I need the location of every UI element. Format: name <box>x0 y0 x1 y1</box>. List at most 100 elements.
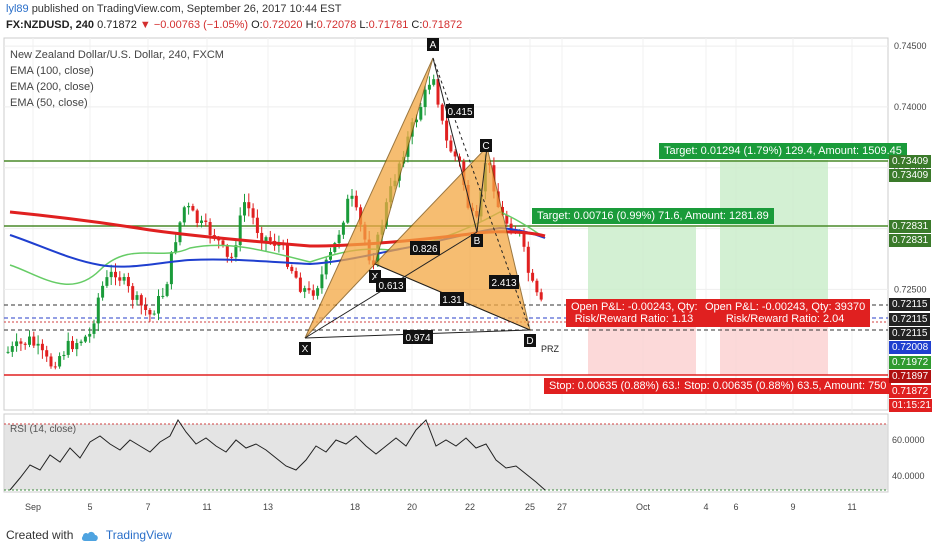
candle-body <box>36 343 40 346</box>
svg-text:0.415: 0.415 <box>447 107 472 118</box>
price-tick-label: 0.74000 <box>894 102 927 112</box>
svg-text:X: X <box>302 344 309 355</box>
time-tick-label: 27 <box>557 502 567 512</box>
svg-text:0.826: 0.826 <box>412 244 437 255</box>
price-tag-stop: 0.71897 <box>889 370 932 383</box>
legend-ema50[interactable]: EMA (50, close) <box>10 97 88 109</box>
candle-body <box>79 341 83 344</box>
candle-body <box>251 208 255 218</box>
candle-body <box>92 323 96 334</box>
ratio-0415: 0.415 <box>446 104 474 118</box>
price-change: −0.00763 (−1.05%) <box>153 19 249 31</box>
time-tick-label: Sep <box>25 502 41 512</box>
last-price: 0.71872 <box>97 19 137 31</box>
candle-body <box>122 276 126 281</box>
target-zone-1 <box>588 227 696 305</box>
point-b[interactable]: B <box>471 234 483 247</box>
rsi-tick-40: 40.0000 <box>892 471 925 481</box>
point-c[interactable]: C <box>480 139 492 152</box>
time-tick-label: 6 <box>733 502 738 512</box>
candle-body <box>174 242 178 253</box>
price-tag-ema50: 0.71972 <box>889 356 932 369</box>
candle-body <box>440 104 444 121</box>
ratio-2413: 2.413 <box>489 275 519 289</box>
ratio-0974: 0.974 <box>403 330 433 344</box>
time-tick-label: 5 <box>87 502 92 512</box>
svg-text:C: C <box>482 141 489 152</box>
svg-text:A: A <box>430 40 437 51</box>
countdown-timer: 01:15:21 <box>889 399 932 412</box>
ratio-131: 1.31 <box>440 292 464 306</box>
candle-body <box>32 336 36 346</box>
candle-body <box>161 295 165 297</box>
chart-header: lyl89 published on TradingView.com, Sept… <box>0 0 932 38</box>
tradingview-link[interactable]: TradingView <box>105 528 172 542</box>
candle-body <box>268 237 272 241</box>
stop-flag-2[interactable]: Stop: 0.00635 (0.88%) 63.5, Amount: 750 <box>679 378 892 394</box>
candle-body <box>445 120 449 141</box>
legend-ema200[interactable]: EMA (200, close) <box>10 81 94 93</box>
author-link[interactable]: lyl89 <box>6 3 29 15</box>
candle-body <box>354 195 358 208</box>
open-label: O: <box>251 19 263 31</box>
down-arrow-icon: ▼ <box>139 19 151 31</box>
point-a[interactable]: A <box>427 38 439 51</box>
time-tick-label: 11 <box>202 502 211 512</box>
indicator-legend: New Zealand Dollar/U.S. Dollar, 240, FXC… <box>10 47 224 111</box>
candle-body <box>195 210 199 224</box>
price-chart[interactable]: X A B C D X 0.415 0.826 0.613 1.31 2.413… <box>0 0 932 518</box>
symbol-label: FX:NZDUSD, 240 <box>6 19 95 31</box>
price-tag-target2b: 0.73409 <box>889 169 932 182</box>
candle-body <box>71 340 74 350</box>
pnl-flag-1[interactable]: Open P&L: -0.00243, Qty: 39 Risk/Reward … <box>566 299 702 327</box>
candle-body <box>83 336 87 342</box>
legend-title: New Zealand Dollar/U.S. Dollar, 240, FXC… <box>10 49 224 61</box>
point-d[interactable]: D <box>524 334 536 347</box>
candle-body <box>419 107 423 120</box>
candle-body <box>260 232 264 243</box>
price-tag-entry-c: 0.72115 <box>889 327 931 340</box>
candle-body <box>290 266 294 272</box>
candle-body <box>324 259 328 275</box>
candle-body <box>225 245 229 257</box>
candle-body <box>264 237 268 243</box>
price-tag-ema100: 0.72008 <box>889 341 932 354</box>
time-tick-label: 7 <box>145 502 150 512</box>
legend-ema100[interactable]: EMA (100, close) <box>10 65 94 77</box>
candle-body <box>75 343 79 350</box>
time-tick-label: 18 <box>350 502 360 512</box>
time-tick-label: 20 <box>407 502 417 512</box>
pattern-bc <box>476 146 488 233</box>
candle-body <box>204 220 208 222</box>
candle-body <box>58 356 62 367</box>
candle-body <box>311 290 315 296</box>
candle-body <box>88 333 92 337</box>
target-flag-1[interactable]: Target: 0.00716 (0.99%) 71.6, Amount: 12… <box>532 208 774 224</box>
pnl-flag-2[interactable]: Open P&L: -0.00243, Qty: 39370 Risk/Rewa… <box>700 299 871 327</box>
candle-body <box>531 272 535 281</box>
candle-body <box>427 84 431 90</box>
tradingview-cloud-icon <box>81 531 98 541</box>
candle-body <box>539 292 543 300</box>
point-x[interactable]: X <box>299 342 311 355</box>
price-tag-entry: 0.72115 <box>889 298 931 311</box>
time-axis[interactable]: Sep 5 7 11 13 18 20 22 25 27 Oct 4 6 9 11 <box>25 502 857 512</box>
svg-text:1.31: 1.31 <box>442 295 462 306</box>
candle-body <box>522 231 526 247</box>
candle-body <box>101 285 105 298</box>
stop-flag-1[interactable]: Stop: 0.00635 (0.88%) 63.5 <box>544 378 685 394</box>
price-tag-last: 0.71872 <box>889 385 932 398</box>
candle-body <box>6 351 10 353</box>
rsi-legend[interactable]: RSI (14, close) <box>10 424 77 435</box>
candle-body <box>346 198 350 223</box>
candle-body <box>333 243 337 253</box>
candle-body <box>148 309 152 315</box>
prz-label: PRZ <box>541 344 560 354</box>
candle-body <box>139 295 143 306</box>
candle-body <box>152 313 156 315</box>
price-tag-target1b: 0.72831 <box>889 234 932 247</box>
candle-body <box>105 277 109 286</box>
target-flag-2[interactable]: Target: 0.01294 (1.79%) 129.4, Amount: 1… <box>659 143 907 159</box>
pnl2-line2: Risk/Reward Ratio: 2.04 <box>725 313 845 325</box>
candle-body <box>45 350 49 357</box>
